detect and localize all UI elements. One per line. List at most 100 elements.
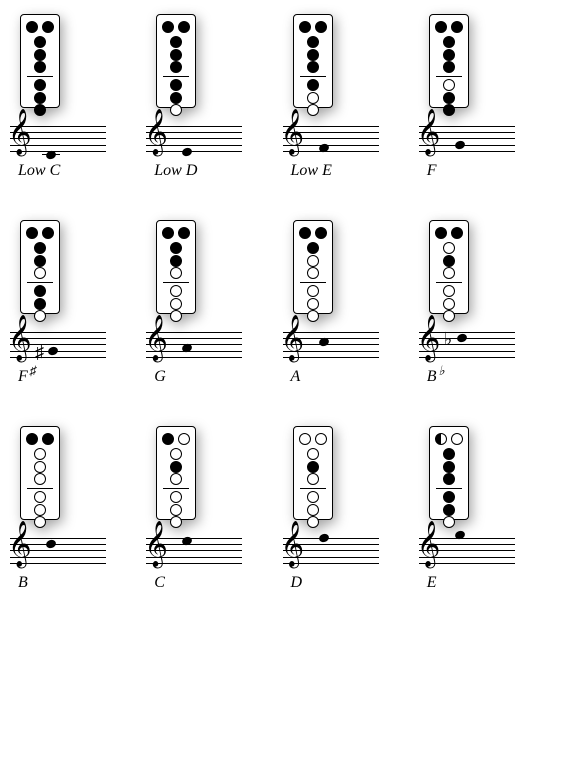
- note-label: G: [154, 368, 166, 386]
- note: [182, 148, 192, 156]
- finger-hole: [170, 310, 182, 322]
- note: [319, 338, 329, 346]
- finger-hole: [307, 285, 319, 297]
- finger-hole: [443, 104, 455, 116]
- finger-hole: [34, 61, 46, 73]
- thumb-hole-left: [26, 21, 38, 33]
- fingering-box: [156, 14, 196, 108]
- finger-hole: [170, 448, 182, 460]
- thumb-hole-right: [42, 227, 54, 239]
- finger-hole: [443, 491, 455, 503]
- finger-hole: [170, 298, 182, 310]
- fingering-cell: 𝄞A: [283, 220, 419, 386]
- hole-group-divider: [436, 488, 462, 489]
- fingering-cell: 𝄞G: [146, 220, 282, 386]
- note-label-text: F: [427, 162, 437, 180]
- finger-hole: [307, 36, 319, 48]
- fingering-box: [20, 426, 60, 520]
- note-label-text: E: [427, 574, 437, 592]
- finger-hole: [443, 298, 455, 310]
- music-staff: 𝄞: [10, 120, 106, 160]
- finger-hole: [170, 267, 182, 279]
- thumb-hole-right: [315, 227, 327, 239]
- note: [182, 537, 192, 545]
- finger-hole: [443, 255, 455, 267]
- hole-group-divider: [27, 282, 53, 283]
- finger-hole: [443, 242, 455, 254]
- note-label-text: G: [154, 368, 166, 386]
- note-label: Low C: [18, 162, 60, 180]
- thumb-hole-right: [451, 433, 463, 445]
- finger-hole: [443, 448, 455, 460]
- fingering-box: [20, 14, 60, 108]
- music-staff: 𝄞: [146, 120, 242, 160]
- treble-clef-icon: 𝄞: [144, 112, 168, 152]
- fingering-cell: 𝄞♯ F♯: [10, 220, 146, 386]
- thumb-hole-left: [299, 21, 311, 33]
- finger-hole: [34, 49, 46, 61]
- note-label: E: [427, 574, 437, 592]
- fingering-box: [156, 220, 196, 314]
- fingering-cell: 𝄞E: [419, 426, 555, 592]
- treble-clef-icon: 𝄞: [8, 112, 32, 152]
- finger-hole: [307, 516, 319, 528]
- note: [46, 540, 56, 548]
- thumb-hole-left: [435, 227, 447, 239]
- finger-hole: [34, 516, 46, 528]
- fingering-cell: 𝄞D: [283, 426, 419, 592]
- fingering-cell: 𝄞♭B♭: [419, 220, 555, 386]
- treble-clef-icon: 𝄞: [281, 112, 305, 152]
- note-label-text: Low E: [291, 162, 332, 180]
- finger-hole: [307, 79, 319, 91]
- finger-hole: [307, 473, 319, 485]
- hole-group-divider: [27, 488, 53, 489]
- note-label-text: Low C: [18, 162, 60, 180]
- finger-hole: [34, 267, 46, 279]
- thumb-hole-right: [178, 227, 190, 239]
- thumb-hole-right: [178, 21, 190, 33]
- music-staff: 𝄞: [146, 326, 242, 366]
- fingering-cell: 𝄞C: [146, 426, 282, 592]
- finger-hole: [34, 504, 46, 516]
- fingering-cell: 𝄞B: [10, 426, 146, 592]
- note-label: D: [291, 574, 303, 592]
- fingering-cell: 𝄞 Low C: [10, 14, 146, 180]
- finger-hole: [307, 448, 319, 460]
- note-label-text: B: [427, 368, 437, 386]
- finger-hole: [34, 473, 46, 485]
- finger-hole: [170, 92, 182, 104]
- finger-hole: [307, 491, 319, 503]
- finger-hole: [34, 242, 46, 254]
- finger-hole: [307, 49, 319, 61]
- finger-hole: [34, 285, 46, 297]
- note-label-text: F: [18, 368, 28, 386]
- finger-hole: [170, 516, 182, 528]
- fingering-cell: 𝄞 Low E: [283, 14, 419, 180]
- finger-hole: [170, 255, 182, 267]
- thumb-hole-left: [435, 21, 447, 33]
- music-staff: 𝄞: [283, 120, 379, 160]
- accidental: ♭: [444, 330, 453, 348]
- note-label-accidental: ♯: [30, 363, 37, 379]
- hole-group-divider: [27, 76, 53, 77]
- note-label-text: A: [291, 368, 301, 386]
- music-staff: 𝄞: [283, 532, 379, 572]
- treble-clef-icon: 𝄞: [281, 524, 305, 564]
- music-staff: 𝄞: [10, 532, 106, 572]
- finger-hole: [34, 36, 46, 48]
- finger-hole: [34, 79, 46, 91]
- note-label-accidental: ♭: [439, 363, 445, 379]
- note: [182, 344, 192, 352]
- finger-hole: [170, 473, 182, 485]
- fingering-cell: 𝄞Low D: [146, 14, 282, 180]
- thumb-hole-left: [299, 227, 311, 239]
- finger-hole: [307, 298, 319, 310]
- note: [455, 141, 465, 149]
- finger-hole: [34, 461, 46, 473]
- finger-hole: [307, 267, 319, 279]
- finger-hole: [34, 298, 46, 310]
- note-label: Low E: [291, 162, 332, 180]
- finger-hole: [34, 448, 46, 460]
- music-staff: 𝄞♯: [10, 326, 106, 366]
- music-staff: 𝄞♭: [419, 326, 515, 366]
